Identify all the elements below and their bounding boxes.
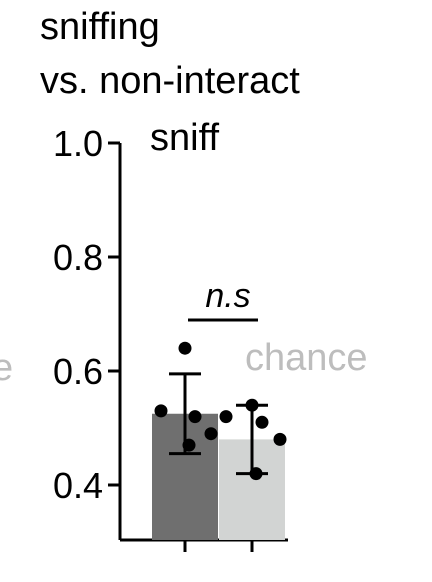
data-point bbox=[220, 410, 233, 423]
data-point bbox=[274, 433, 287, 446]
bar-group bbox=[152, 414, 285, 540]
significance-label: n.s bbox=[205, 277, 250, 315]
y-tick-label: 0.8 bbox=[53, 237, 103, 278]
y-axis-label-fragment: e bbox=[0, 347, 13, 389]
data-point bbox=[179, 342, 192, 355]
data-point bbox=[189, 410, 202, 423]
y-tick-label: 1.0 bbox=[53, 123, 103, 164]
y-tick-label: 0.4 bbox=[53, 465, 103, 506]
data-point bbox=[205, 427, 218, 440]
series-label: sniff bbox=[150, 117, 219, 159]
chance-label: chance bbox=[245, 337, 368, 379]
data-point bbox=[155, 404, 168, 417]
y-tick-label: 0.6 bbox=[53, 351, 103, 392]
data-point bbox=[256, 416, 269, 429]
